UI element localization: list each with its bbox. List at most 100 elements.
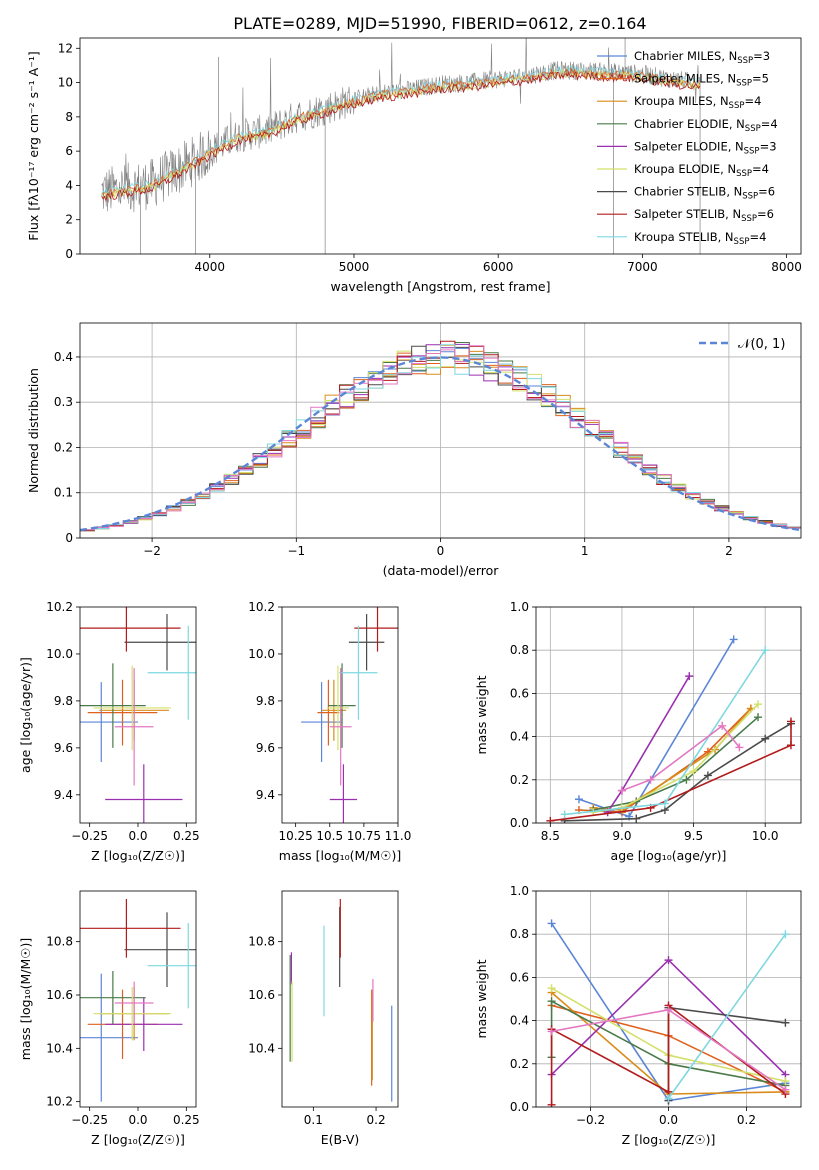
x-tick-label: 11.0 (385, 829, 412, 843)
x-tick-label: 8000 (771, 260, 802, 274)
residuals-histogram: −2 −1 0 1 2 0 0.1 0.2 0.3 0.4 (data-model)/error No… (26, 322, 802, 578)
legend-entry-tail: =6 (757, 207, 774, 221)
mass-vs-metallicity-plot: −0.25 0.0 0.25 10.2 10.4 10.6 10.8 Z [log₁₀(Z/Z… (18, 890, 200, 1147)
plot-area (301, 607, 398, 823)
massweight-point-marker (682, 775, 691, 784)
legend-entry: Kroupa STELIB, NSSP=4 (634, 230, 766, 247)
y-tick-label: 10.4 (46, 1041, 73, 1055)
massweight-series-line (606, 675, 690, 813)
y-tick-label: 0.0 (510, 816, 529, 830)
axes-frame (535, 606, 802, 824)
x-tick-label: 2 (725, 544, 733, 558)
legend-entry-tail: =3 (753, 49, 770, 63)
legend-entry-sub: SSP (745, 124, 761, 134)
x-tick-label: 6000 (483, 260, 514, 274)
x-tick-label: 7000 (627, 260, 658, 274)
y-tick-label: 10.6 (46, 988, 73, 1002)
massweight-point-marker (547, 1027, 556, 1036)
massweight-series-line (621, 724, 741, 792)
massweight-point-marker (718, 721, 727, 730)
massweight-point-marker (781, 1077, 790, 1086)
massweight-point-marker (660, 799, 669, 808)
legend-entry: Salpeter MILES, NSSP=5 (634, 72, 769, 89)
massweight-point-marker (689, 767, 698, 776)
y-tick-label: 0.1 (54, 486, 73, 500)
massweight-point-marker (754, 700, 763, 709)
plot-area (546, 635, 795, 823)
legend-entry-main: Salpeter ELODIE, N (634, 139, 744, 153)
x-tick-label: 0.0 (128, 1113, 147, 1127)
x-tick-label: 0.2 (737, 1113, 756, 1127)
age-vs-metallicity-plot: −0.25 0.0 0.25 9.4 9.6 9.8 10.0 10.2 Z [log₁₀(Z/… (18, 600, 200, 863)
plot-area (289, 899, 393, 1102)
y-tick-label: 6 (65, 144, 73, 158)
legend-entry: Kroupa MILES, NSSP=4 (634, 94, 761, 111)
y-tick-label: 0 (65, 531, 73, 545)
legend-entry-sub: SSP (736, 169, 752, 179)
legend-entry-sub: SSP (744, 146, 760, 156)
x-tick-label: 10.0 (752, 829, 779, 843)
y-tick-label: 10.6 (248, 988, 275, 1002)
normal-reference-curve (80, 356, 801, 532)
legend-entry-main: Chabrier MILES, N (634, 49, 737, 63)
x-tick-label: −0.25 (71, 1113, 108, 1127)
x-tick-label: 10.75 (347, 829, 381, 843)
y-tick-label: 10 (58, 76, 73, 90)
y-tick-label: 10.0 (248, 647, 275, 661)
x-tick-label: 4000 (195, 260, 226, 274)
x-axis-label: (data-model)/error (383, 563, 500, 578)
massweight-point-marker (781, 1018, 790, 1027)
y-tick-label: 0.2 (54, 440, 73, 454)
y-tick-label: 0.0 (510, 1100, 529, 1114)
age-vs-mass-plot: 10.25 10.5 10.75 11.0 9.4 9.6 9.8 10.0 10.2 mass … (248, 600, 411, 863)
massweight-series-line (550, 721, 792, 822)
y-tick-label: 1.0 (510, 884, 529, 898)
legend-entry-tail: =4 (761, 117, 778, 131)
legend-entry: Chabrier ELODIE, NSSP=4 (634, 117, 778, 134)
axes-frame (79, 606, 197, 824)
legend-entry-sub: SSP (741, 214, 757, 224)
massweight-series-line (667, 933, 787, 1099)
massweight-point-marker (781, 930, 790, 939)
x-tick-label: 9.5 (684, 829, 703, 843)
legend-entry-sub: SSP (729, 101, 745, 111)
legend-entry-main: Kroupa ELODIE, N (634, 162, 736, 176)
legend-entry-main: Kroupa MILES, N (634, 94, 729, 108)
y-tick-label: 4 (65, 178, 73, 192)
massweight-point-marker (617, 786, 626, 795)
spectrum-plot: 4000 5000 6000 7000 8000 0 2 4 6 8 10 12 wavelength … (26, 37, 802, 294)
legend-entry: Kroupa ELODIE, NSSP=4 (634, 162, 769, 179)
massweight-point-marker (786, 741, 795, 750)
x-tick-label: 10.5 (316, 829, 343, 843)
y-tick-label: 8 (65, 110, 73, 124)
massweight-vs-age-plot: 8.5 9.0 9.5 10.0 0.0 0.2 0.4 0.6 0.8 1.0 age [log₁… (474, 600, 802, 863)
x-tick-label: −0.2 (576, 1113, 605, 1127)
spectrum-data-line (101, 38, 701, 213)
y-tick-label: 12 (58, 41, 73, 55)
axes-frame (79, 890, 197, 1108)
massweight-point-marker (729, 635, 738, 644)
massweight-point-marker (735, 743, 744, 752)
y-tick-label: 0.3 (54, 395, 73, 409)
x-tick-label: 0.0 (659, 1113, 678, 1127)
legend-entry-sub: SSP (742, 192, 758, 202)
legend-entry-sub: SSP (737, 56, 753, 66)
x-tick-label: 0.25 (173, 1113, 200, 1127)
x-tick-label: 0.0 (128, 829, 147, 843)
y-axis-label: mass weight (474, 959, 489, 1038)
y-tick-label: 9.6 (54, 741, 73, 755)
x-tick-label: 8.5 (541, 829, 560, 843)
legend-entry: Salpeter STELIB, NSSP=6 (634, 207, 774, 224)
massweight-series-line (593, 707, 752, 811)
y-axis-label: mass weight (474, 675, 489, 754)
plot-area (80, 340, 801, 532)
axes-frame (535, 890, 802, 1108)
mass-vs-ebv-plot: 0.1 0.2 10.4 10.6 10.8 E(B-V) (248, 890, 399, 1147)
massweight-point-marker (632, 814, 641, 823)
y-tick-label: 0.4 (54, 350, 73, 364)
massweight-point-marker (664, 1094, 673, 1103)
legend-entry-main: Salpeter STELIB, N (634, 207, 741, 221)
y-axis-label: age [log₁₀(age/yr)] (18, 657, 33, 773)
x-axis-label: age [log₁₀(age/yr)] (611, 848, 727, 863)
y-tick-label: 9.4 (54, 788, 73, 802)
